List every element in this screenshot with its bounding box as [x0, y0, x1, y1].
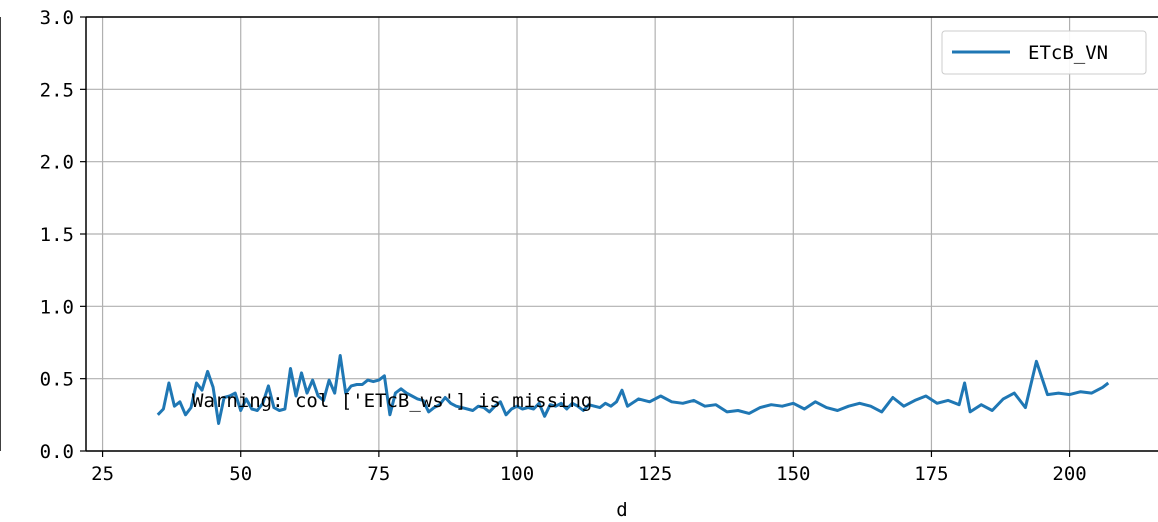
x-tick-label: 175 — [914, 463, 948, 485]
x-tick-label: 50 — [229, 463, 252, 485]
y-tick-label: 1.0 — [40, 296, 74, 318]
y-tick-label: 1.5 — [40, 224, 74, 246]
x-tick-label: 100 — [500, 463, 534, 485]
x-ticks: 25 50 75 100 125 150 175 200 — [91, 451, 1087, 485]
x-tick-label: 150 — [776, 463, 810, 485]
y-tick-label: 0.0 — [40, 441, 74, 463]
y-tick-label: 2.5 — [40, 79, 74, 101]
x-tick-label: 125 — [638, 463, 672, 485]
x-tick-label: 200 — [1052, 463, 1086, 485]
warning-annotation: Warning: col ['ETcB_ws'] is missing — [192, 390, 592, 412]
x-tick-label: 75 — [367, 463, 390, 485]
x-tick-label: 25 — [91, 463, 114, 485]
x-axis-title: d — [616, 499, 627, 521]
series-line-ETcB_VN — [156, 354, 1110, 425]
y-tick-label: 2.0 — [40, 152, 74, 174]
y-tick-label: 0.5 — [40, 369, 74, 391]
legend: ETcB_VN — [941, 30, 1147, 75]
legend-label: ETcB_VN — [1028, 42, 1108, 64]
legend-box — [941, 30, 1147, 75]
y-ticks: 0.0 0.5 1.0 1.5 2.0 2.5 3.0 — [40, 7, 86, 463]
grid — [86, 16, 1158, 452]
series-layer — [156, 354, 1110, 425]
y-tick-label: 3.0 — [40, 7, 74, 29]
